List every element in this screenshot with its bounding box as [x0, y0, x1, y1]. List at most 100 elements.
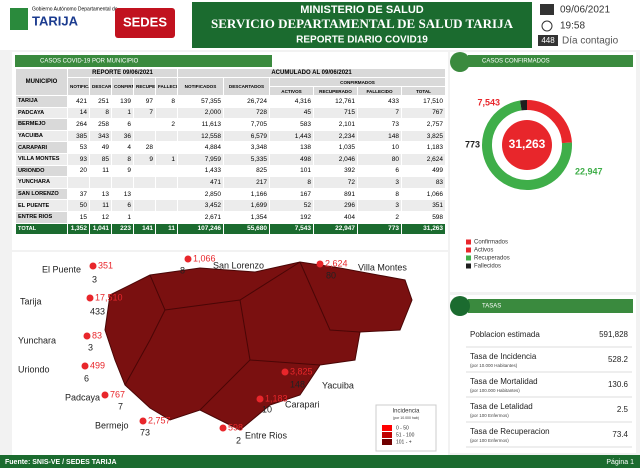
table-row: TOTAL 1,352 1,041 223 141 11 107,246 55,680 7,54…	[15, 222, 447, 236]
table-cell: 52	[269, 199, 314, 212]
virus-icon	[184, 255, 192, 263]
legend-swatch	[466, 239, 471, 245]
legend-label: Recuperados	[474, 256, 510, 262]
rate-value: 2.5	[617, 405, 629, 414]
place-confirmed: 1,066	[193, 253, 216, 263]
table-cell: 264	[67, 118, 90, 131]
table-cell: 498	[269, 152, 314, 166]
municipio-cell: SAN LORENZO	[15, 187, 68, 201]
table-cell: 11	[89, 199, 112, 212]
title1: MINISTERIO DE SALUD	[300, 4, 424, 16]
table-cell	[133, 187, 156, 201]
table-cell: 223	[111, 222, 134, 236]
virus-icon	[281, 368, 289, 376]
legend-swatch	[466, 255, 471, 261]
table-cell: 4,884	[177, 141, 224, 154]
table-row: CARAPARI 53 49 4 28 4,884 3,348 138 1,035 10 1,183	[15, 141, 447, 154]
title-band	[192, 2, 532, 48]
table-cell: 85	[89, 152, 112, 166]
table-cell: 167	[269, 187, 314, 201]
municipio-cell: BERMEJO	[15, 118, 68, 131]
place-confirmed: 767	[110, 389, 125, 399]
table-cell: 93	[67, 152, 90, 166]
virus-icon	[81, 362, 89, 370]
table-cell: 7,705	[223, 118, 270, 131]
incidence-swatch	[382, 425, 392, 431]
table-cell: 2,234	[313, 129, 358, 143]
table-cell: 6	[111, 199, 134, 212]
incidence-item: 51 - 100	[396, 432, 415, 438]
table-cell: 1,352	[67, 222, 90, 236]
place-confirmed: 1,183	[265, 393, 288, 403]
day: 448	[541, 36, 555, 45]
place-name: Yacuiba	[322, 380, 354, 390]
table-cell: 385	[67, 129, 90, 143]
donut-center-label: 31,263	[509, 137, 546, 151]
table-cell: 258	[89, 118, 112, 131]
municipio-cell: URIONDO	[15, 164, 68, 178]
rates-icon	[450, 296, 470, 316]
table-cell: 2,757	[400, 118, 447, 131]
column-header: CONFIRMADOS	[111, 77, 134, 96]
table-cell: 11,613	[177, 118, 224, 131]
legend-swatch	[466, 247, 471, 253]
rate-note: (por 100 Enfermos)	[470, 413, 509, 418]
virus-icon	[101, 391, 109, 399]
table-cell: 55,680	[223, 222, 270, 236]
table-cell: 1	[155, 152, 178, 166]
table-cell: 3	[357, 199, 402, 212]
rates-title: TASAS	[482, 304, 501, 310]
virus-icon	[89, 262, 97, 270]
rate-note: (por 100.000 Habitantes)	[470, 388, 520, 393]
incidence-item: 0 - 50	[396, 425, 409, 431]
column-header: DESCARTADOS	[223, 77, 270, 96]
table-cell: 72	[313, 176, 358, 189]
place-confirmed: 351	[98, 260, 113, 270]
table-cell: 12,558	[177, 129, 224, 143]
table-cell: 296	[313, 199, 358, 212]
incidence-subtitle: (por 10.000 hab)	[393, 416, 419, 420]
table-cell: 421	[67, 95, 90, 108]
municipio-cell: TARIJA	[15, 95, 68, 108]
table-cell: 471	[177, 176, 224, 189]
table-cell: 2,101	[313, 118, 358, 131]
table-cell: 9	[133, 152, 156, 166]
table-cell: 825	[223, 164, 270, 178]
table-cell	[133, 199, 156, 212]
table-cell: 5,335	[223, 152, 270, 166]
rate-note: (por 10.000 Habitantes)	[470, 363, 518, 368]
table-cell: 192	[269, 210, 314, 224]
footer-bar	[0, 455, 640, 468]
table-cell	[133, 129, 156, 143]
place-deaths: 7	[118, 401, 123, 411]
table-cell	[67, 176, 90, 189]
place-confirmed: 2,624	[325, 258, 348, 268]
table-cell: 6,579	[223, 129, 270, 143]
clock-icon	[541, 20, 553, 32]
donut-label: 7,543	[477, 97, 500, 107]
table-cell: 28	[133, 141, 156, 154]
table-cell: 15	[67, 210, 90, 224]
table-cell: 7	[133, 106, 156, 120]
table-cell: 2,624	[400, 152, 447, 166]
place-confirmed: 3,825	[290, 366, 313, 376]
sedes-logo	[115, 8, 175, 38]
table-cell: 17,510	[400, 95, 447, 108]
table-cell: 14	[67, 106, 90, 120]
sedes-text: SEDES	[123, 14, 167, 29]
table-title-bar	[15, 55, 272, 67]
table-cell: 2,046	[313, 152, 358, 166]
column-header: FALLECIDOS	[155, 77, 178, 96]
table-cell: 7	[357, 106, 402, 120]
column-header: DESCARTADOS	[89, 77, 112, 96]
column-header: NOTIFICADOS	[67, 77, 90, 96]
place-deaths: 10	[262, 404, 272, 414]
time: 19:58	[560, 21, 585, 32]
table-cell: 57,355	[177, 95, 224, 108]
table-cell: 11	[89, 164, 112, 178]
municipio-cell: CARAPARI	[15, 141, 68, 154]
rate-value: 73.4	[612, 430, 628, 439]
column-header: FALLECIDO	[357, 86, 402, 96]
table-cell: 7,959	[177, 152, 224, 166]
table-cell	[133, 176, 156, 189]
